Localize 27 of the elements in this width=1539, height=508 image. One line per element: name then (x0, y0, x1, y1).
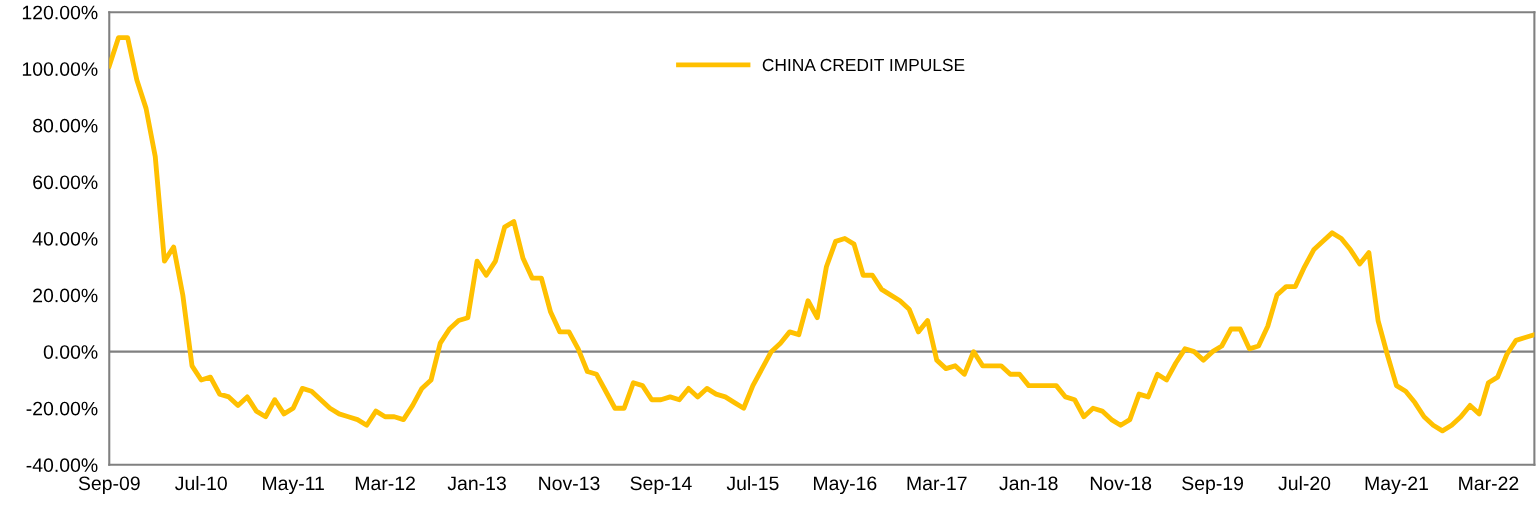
y-tick-label: 20.00% (33, 288, 98, 303)
x-tick-label: May-16 (813, 476, 877, 495)
x-tick-label: Jan-13 (447, 476, 506, 491)
x-tick-label: May-11 (263, 476, 324, 495)
y-tick-label: 60.00% (33, 175, 98, 190)
x-tick-label: Jul-15 (726, 475, 779, 491)
line-series (109, 35, 1535, 434)
x-tick-label: Mar-12 (355, 476, 415, 491)
x-tick-label: Jul-20 (1278, 475, 1331, 491)
x-tick-label: Sep-09 (78, 476, 140, 495)
x-tick-label: May-21 (1365, 476, 1428, 495)
x-tick-label: Nov-13 (539, 476, 600, 491)
y-tick-label: 40.00% (32, 231, 98, 246)
x-tick-label: Sep-14 (630, 476, 692, 495)
x-tick-label: Mar-17 (907, 476, 967, 491)
y-tick-label: 120.00% (22, 5, 98, 20)
y-tick-label: -20.00% (26, 401, 98, 416)
x-tick-label: Nov-18 (1090, 476, 1152, 491)
x-tick-label: Jul-10 (175, 475, 227, 491)
x-tick-label: Jan-18 (999, 476, 1058, 491)
y-tick-label: 80.00% (33, 118, 98, 133)
y-tick-label: -40.00% (26, 458, 98, 473)
legend-label: CHINA CREDIT IMPULSE (762, 58, 965, 72)
y-tick-label: 0.00% (43, 345, 98, 359)
x-tick-label: Mar-22 (1459, 476, 1519, 491)
y-tick-label: 100.00% (22, 62, 98, 77)
x-tick-label: Sep-19 (1182, 476, 1244, 495)
